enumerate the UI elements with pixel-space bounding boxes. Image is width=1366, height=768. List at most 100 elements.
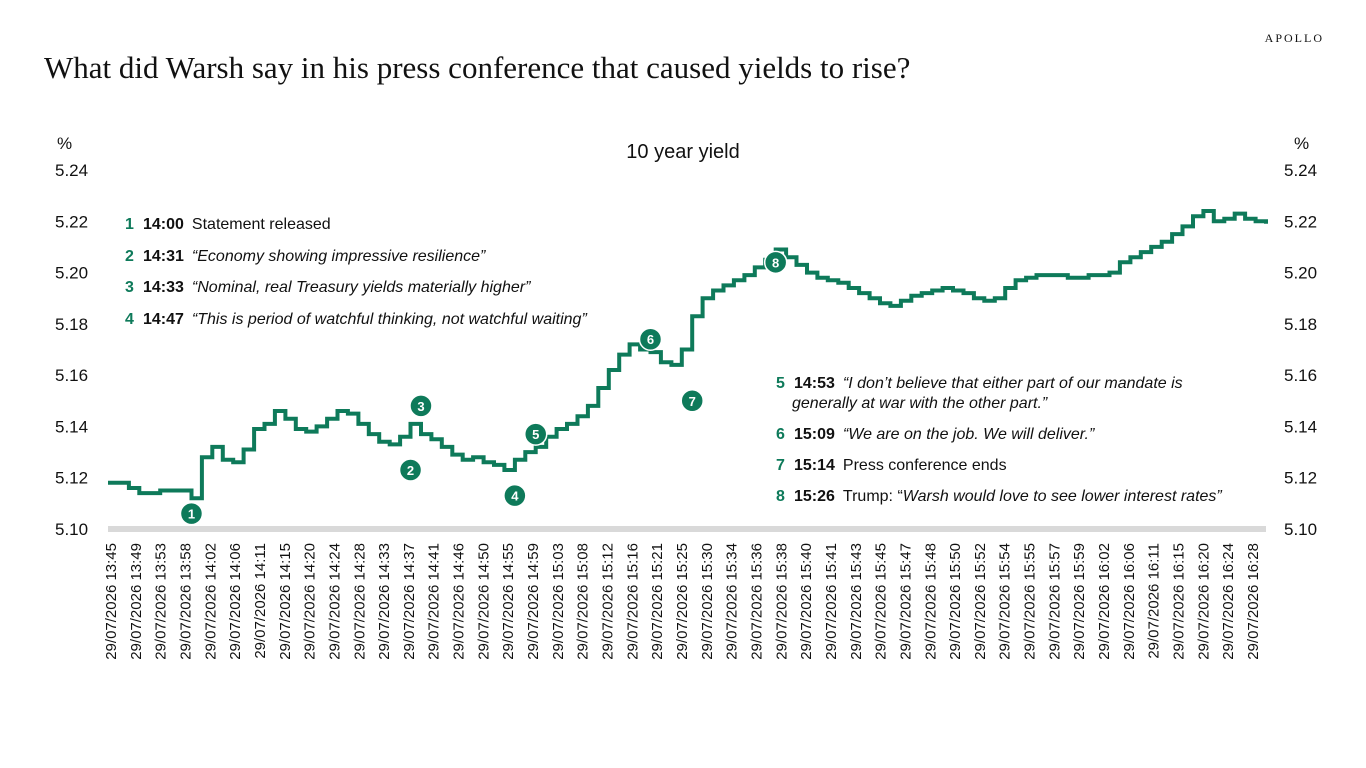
y-tick-label-left: 5.16 bbox=[55, 366, 88, 385]
x-tick-label: 29/07/2026 16:28 bbox=[1245, 543, 1262, 660]
event-marker-label: 6 bbox=[647, 332, 654, 347]
x-tick-label: 29/07/2026 14:33 bbox=[376, 543, 393, 660]
y-axis-unit-right: % bbox=[1294, 134, 1309, 153]
x-tick-label: 29/07/2026 14:11 bbox=[252, 543, 269, 659]
y-tick-label-left: 5.12 bbox=[55, 469, 88, 488]
annotation-time: 14:33 bbox=[143, 279, 184, 296]
annotation-time: 15:14 bbox=[794, 457, 835, 474]
x-tick-label: 29/07/2026 14:55 bbox=[500, 543, 517, 660]
event-marker-label: 3 bbox=[417, 399, 424, 414]
y-tick-label-right: 5.18 bbox=[1284, 315, 1317, 334]
y-tick-label-right: 5.14 bbox=[1284, 417, 1317, 436]
annotation-prefix: Trump: “ bbox=[842, 488, 903, 505]
annotation-text: “We are on the job. We will deliver.” bbox=[842, 426, 1095, 443]
x-tick-label: 29/07/2026 15:47 bbox=[897, 543, 914, 660]
x-tick-label: 29/07/2026 15:59 bbox=[1071, 543, 1088, 660]
x-tick-label: 29/07/2026 15:08 bbox=[575, 543, 592, 660]
x-tick-label: 29/07/2026 15:54 bbox=[997, 543, 1014, 660]
x-tick-label: 29/07/2026 15:43 bbox=[848, 543, 865, 660]
annotation-time: 14:00 bbox=[143, 216, 184, 233]
event-marker-label: 1 bbox=[188, 507, 195, 522]
annotation-6: 6 15:09 “We are on the job. We will delive… bbox=[776, 425, 1094, 445]
annotation-5: 5 14:53 “I don’t believe that either part … bbox=[776, 374, 1183, 412]
x-tick-label: 29/07/2026 15:03 bbox=[550, 543, 567, 660]
event-marker-7 bbox=[680, 389, 704, 413]
page-title: What did Warsh say in his press conferen… bbox=[44, 50, 911, 85]
event-marker-2 bbox=[398, 458, 423, 482]
x-tick-label: 29/07/2026 14:02 bbox=[202, 543, 219, 660]
y-axis-unit-left: % bbox=[57, 134, 72, 153]
x-tick-label: 29/07/2026 14:20 bbox=[302, 543, 319, 660]
x-tick-label: 29/07/2026 14:50 bbox=[475, 543, 492, 660]
annotation-2: 2 14:31 “Economy showing impressive resili… bbox=[125, 247, 485, 267]
x-tick-label: 29/07/2026 15:12 bbox=[600, 543, 617, 660]
annotation-text: Statement released bbox=[191, 216, 331, 233]
chart-title: 10 year yield bbox=[626, 141, 739, 163]
event-marker-8 bbox=[763, 250, 788, 275]
event-marker-3 bbox=[409, 394, 433, 418]
annotation-text: Press conference ends bbox=[842, 457, 1007, 474]
annotation-3: 3 14:33 “Nominal, real Treasury yields mat… bbox=[125, 278, 530, 298]
x-tick-label: 29/07/2026 15:55 bbox=[1022, 543, 1039, 660]
x-tick-label: 29/07/2026 16:24 bbox=[1220, 543, 1237, 660]
event-marker-4 bbox=[503, 483, 527, 508]
annotation-8: 8 15:26 Trump: “Warsh would love to see lo… bbox=[776, 487, 1222, 507]
y-tick-label-left: 5.24 bbox=[55, 161, 88, 180]
annotation-number: 8 bbox=[776, 488, 785, 505]
x-tick-label: 29/07/2026 13:45 bbox=[103, 543, 120, 660]
annotation-time: 14:53 bbox=[794, 375, 835, 392]
event-marker-label: 8 bbox=[772, 255, 779, 270]
x-tick-label: 29/07/2026 14:41 bbox=[426, 543, 443, 660]
y-tick-label-right: 5.24 bbox=[1284, 161, 1317, 180]
y-tick-label-right: 5.10 bbox=[1284, 520, 1317, 539]
x-tick-label: 29/07/2026 13:49 bbox=[128, 543, 145, 660]
x-tick-label: 29/07/2026 14:28 bbox=[351, 543, 368, 660]
annotation-text: “This is period of watchful thinking, no… bbox=[191, 311, 587, 328]
annotation-4: 4 14:47 “This is period of watchful thinki… bbox=[125, 310, 587, 330]
annotation-time: 14:31 bbox=[143, 248, 184, 265]
annotation-time: 14:47 bbox=[143, 311, 184, 328]
annotation-time: 15:09 bbox=[794, 426, 835, 443]
y-tick-label-left: 5.18 bbox=[55, 315, 88, 334]
y-tick-label-right: 5.20 bbox=[1284, 264, 1317, 283]
y-tick-label-right: 5.22 bbox=[1284, 212, 1317, 231]
x-tick-label: 29/07/2026 16:11 bbox=[1146, 543, 1163, 659]
event-marker-label: 4 bbox=[511, 489, 519, 504]
y-tick-label-left: 5.20 bbox=[55, 264, 88, 283]
event-marker-5 bbox=[523, 422, 548, 446]
x-tick-label: 29/07/2026 14:59 bbox=[525, 543, 542, 660]
x-tick-label: 29/07/2026 15:40 bbox=[798, 543, 815, 660]
x-tick-label: 29/07/2026 14:06 bbox=[227, 543, 244, 660]
x-tick-label: 29/07/2026 15:34 bbox=[724, 543, 741, 660]
annotation-1: 1 14:00 Statement released bbox=[125, 215, 331, 235]
annotation-text: Warsh would love to see lower interest r… bbox=[902, 488, 1222, 505]
x-tick-label: 29/07/2026 15:38 bbox=[773, 543, 790, 660]
event-marker-label: 7 bbox=[689, 394, 696, 409]
x-tick-label: 29/07/2026 16:20 bbox=[1195, 543, 1212, 660]
annotation-number: 5 bbox=[776, 375, 785, 392]
x-tick-label: 29/07/2026 13:58 bbox=[178, 543, 195, 660]
y-tick-label-left: 5.22 bbox=[55, 212, 88, 231]
x-tick-label: 29/07/2026 14:46 bbox=[451, 543, 468, 660]
x-tick-label: 29/07/2026 15:30 bbox=[699, 543, 716, 660]
x-tick-label: 29/07/2026 16:02 bbox=[1096, 543, 1113, 660]
x-tick-label: 29/07/2026 15:48 bbox=[922, 543, 939, 660]
x-tick-label: 29/07/2026 15:25 bbox=[674, 543, 691, 660]
x-tick-label: 29/07/2026 15:57 bbox=[1046, 543, 1063, 660]
y-tick-label-left: 5.14 bbox=[55, 417, 88, 436]
x-tick-label: 29/07/2026 15:16 bbox=[624, 543, 641, 660]
annotation-text: “Economy showing impressive resilience” bbox=[191, 248, 486, 265]
x-tick-label: 29/07/2026 15:21 bbox=[649, 543, 666, 660]
x-tick-label: 29/07/2026 14:15 bbox=[277, 543, 294, 660]
x-tick-label: 29/07/2026 15:50 bbox=[947, 543, 964, 660]
annotation-7: 7 15:14 Press conference ends bbox=[776, 456, 1007, 476]
annotation-number: 3 bbox=[125, 279, 134, 296]
x-tick-label: 29/07/2026 16:15 bbox=[1171, 543, 1188, 660]
annotation-text: “Nominal, real Treasury yields materiall… bbox=[191, 279, 531, 296]
brand-logo: APOLLO bbox=[1264, 31, 1324, 45]
event-marker-6 bbox=[638, 327, 663, 351]
annotation-number: 1 bbox=[125, 216, 134, 233]
x-tick-label: 29/07/2026 14:37 bbox=[401, 543, 418, 660]
x-tick-label: 29/07/2026 15:36 bbox=[749, 543, 766, 660]
